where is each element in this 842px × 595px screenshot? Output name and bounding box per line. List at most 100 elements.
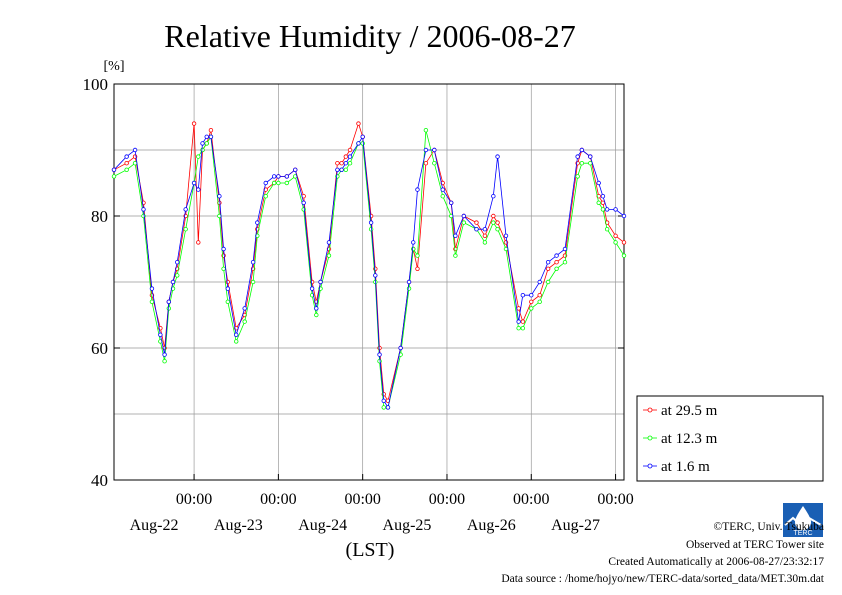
data-point — [545, 279, 551, 285]
data-point — [166, 299, 171, 304]
series-line — [113, 135, 625, 409]
x-date-label: Aug-27 — [551, 517, 600, 534]
data-point — [411, 240, 416, 245]
data-point — [621, 213, 627, 219]
data-point — [575, 174, 580, 179]
data-point — [461, 220, 467, 225]
data-point — [175, 260, 180, 265]
data-point — [111, 167, 117, 172]
data-point — [191, 121, 197, 126]
data-point — [225, 279, 231, 285]
y-tick-label: 100 — [83, 75, 109, 94]
x-tick-label: 00:00 — [260, 491, 296, 508]
series-2 — [111, 134, 627, 410]
data-point — [423, 127, 429, 133]
data-point — [132, 147, 138, 153]
plot-frame — [113, 83, 625, 481]
data-point — [339, 167, 344, 172]
data-point — [545, 260, 551, 265]
data-point — [162, 352, 167, 357]
data-point — [491, 220, 496, 225]
data-point — [381, 398, 386, 403]
data-point — [596, 180, 601, 186]
data-point — [208, 134, 214, 139]
series-group — [111, 121, 627, 410]
data-point — [347, 147, 353, 153]
data-point — [335, 167, 340, 172]
data-point — [432, 147, 437, 153]
data-point — [520, 293, 526, 298]
data-point — [356, 141, 361, 146]
data-point — [373, 273, 378, 278]
y-tick-label: 40 — [91, 471, 108, 490]
data-point — [529, 293, 534, 298]
x-tick-label: 00:00 — [176, 491, 212, 508]
data-point — [309, 286, 315, 291]
terc-logo: TERC — [783, 503, 823, 537]
data-point — [124, 167, 129, 172]
legend-swatch-marker — [647, 463, 653, 469]
data-point — [314, 312, 319, 318]
legend-label: at 12.3 m — [661, 431, 718, 447]
data-point — [255, 220, 260, 225]
logo-text: TERC — [793, 530, 812, 537]
data-point — [415, 253, 420, 258]
x-date-label: Aug-25 — [383, 517, 432, 534]
data-point — [554, 253, 559, 258]
data-point — [604, 207, 610, 212]
data-point — [381, 405, 386, 410]
data-point — [132, 160, 138, 166]
data-point — [339, 160, 344, 166]
data-point — [141, 213, 146, 219]
data-point — [600, 193, 606, 199]
data-point — [175, 273, 180, 278]
data-point — [440, 187, 445, 192]
data-point — [482, 233, 488, 238]
data-point — [432, 160, 437, 166]
data-point — [474, 226, 479, 232]
data-point — [448, 200, 454, 205]
data-point — [234, 339, 239, 344]
data-point — [529, 306, 534, 311]
data-point — [170, 279, 176, 285]
data-point — [217, 193, 222, 199]
data-point — [111, 174, 117, 179]
data-point — [158, 332, 163, 337]
data-point — [124, 154, 129, 159]
x-axis: 00:00Aug-2200:00Aug-2300:00Aug-2400:00Au… — [130, 474, 634, 534]
data-point — [141, 207, 146, 212]
data-point — [588, 160, 593, 166]
data-point — [284, 174, 290, 179]
y-axis: 40 60 80 100 — [83, 75, 624, 490]
data-point — [225, 286, 231, 291]
x-date-label: Aug-24 — [298, 517, 347, 534]
data-point — [191, 180, 197, 186]
data-point — [406, 279, 412, 285]
data-point — [613, 207, 618, 212]
data-point — [503, 233, 509, 238]
data-point — [242, 306, 247, 311]
data-point — [200, 147, 205, 153]
x-date-label: Aug-23 — [214, 517, 263, 534]
x-axis-label: (LST) — [346, 539, 395, 561]
x-tick-label: 00:00 — [597, 491, 633, 508]
data-point — [360, 134, 365, 139]
data-point — [520, 319, 526, 324]
data-point — [554, 266, 559, 271]
data-point — [326, 240, 332, 245]
data-point — [423, 147, 429, 153]
y-tick-label: 60 — [91, 339, 108, 358]
data-point — [537, 293, 542, 298]
data-point — [221, 246, 226, 252]
chart-title: Relative Humidity / 2006-08-27 — [164, 18, 576, 54]
data-point — [415, 187, 420, 192]
data-point — [562, 260, 568, 265]
data-point — [613, 233, 618, 238]
data-point — [377, 352, 382, 357]
data-point — [343, 167, 349, 172]
series-line — [113, 122, 625, 402]
data-point — [520, 326, 526, 331]
data-point — [588, 154, 593, 159]
data-point — [360, 141, 365, 146]
data-point — [482, 240, 488, 245]
